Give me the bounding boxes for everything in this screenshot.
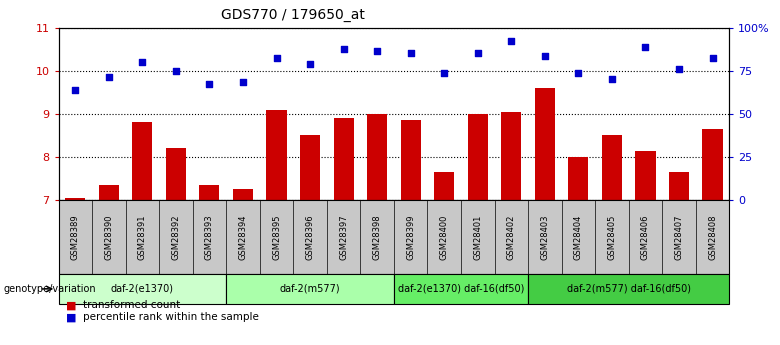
Text: GSM28402: GSM28402 — [507, 215, 516, 260]
Point — [673, 66, 686, 71]
Text: GSM28390: GSM28390 — [105, 215, 113, 260]
Bar — [200, 185, 219, 200]
Text: GSM28407: GSM28407 — [675, 215, 683, 260]
Bar — [669, 172, 689, 200]
Text: GSM28398: GSM28398 — [373, 214, 381, 260]
Point — [237, 79, 250, 84]
Point — [204, 81, 216, 87]
Point — [573, 70, 585, 76]
Point — [304, 61, 317, 67]
Bar — [66, 198, 85, 200]
Text: GSM28401: GSM28401 — [473, 215, 482, 260]
Bar — [267, 110, 286, 200]
Point — [438, 70, 451, 76]
Bar — [166, 148, 186, 200]
Text: GSM28397: GSM28397 — [339, 214, 348, 260]
Text: ■: ■ — [66, 300, 76, 310]
Text: GSM28392: GSM28392 — [172, 215, 180, 260]
Bar — [535, 88, 555, 200]
Text: GSM28395: GSM28395 — [272, 215, 281, 260]
Text: GDS770 / 179650_at: GDS770 / 179650_at — [222, 8, 365, 22]
Point — [640, 44, 652, 50]
Point — [103, 75, 115, 80]
Text: GSM28406: GSM28406 — [641, 215, 650, 260]
Text: GSM28400: GSM28400 — [440, 215, 448, 260]
Bar — [99, 185, 119, 200]
Point — [707, 55, 719, 61]
Text: ■: ■ — [66, 313, 76, 322]
Point — [505, 38, 518, 43]
Bar — [233, 189, 253, 200]
Point — [472, 51, 484, 56]
Text: GSM28396: GSM28396 — [306, 214, 314, 260]
Text: GSM28404: GSM28404 — [574, 215, 583, 260]
Text: GSM28391: GSM28391 — [138, 215, 147, 260]
Bar — [367, 114, 387, 200]
Point — [170, 68, 183, 73]
Bar — [334, 118, 353, 200]
Text: daf-2(m577): daf-2(m577) — [280, 284, 340, 294]
Text: GSM28408: GSM28408 — [708, 215, 717, 260]
Text: percentile rank within the sample: percentile rank within the sample — [83, 313, 259, 322]
Bar — [703, 129, 722, 200]
Text: daf-2(e1370) daf-16(df50): daf-2(e1370) daf-16(df50) — [398, 284, 524, 294]
Text: GSM28405: GSM28405 — [608, 215, 616, 260]
Text: transformed count: transformed count — [83, 300, 181, 310]
Text: GSM28403: GSM28403 — [541, 215, 549, 260]
Point — [271, 55, 283, 61]
Point — [69, 87, 82, 93]
Text: GSM28393: GSM28393 — [205, 214, 214, 260]
Text: GSM28389: GSM28389 — [71, 214, 80, 260]
Bar — [636, 150, 655, 200]
Bar — [434, 172, 454, 200]
Point — [338, 47, 350, 52]
Text: GSM28399: GSM28399 — [406, 215, 415, 260]
Text: GSM28394: GSM28394 — [239, 215, 247, 260]
Bar — [502, 112, 521, 200]
Bar — [468, 114, 488, 200]
Bar — [401, 120, 420, 200]
Bar — [602, 136, 622, 200]
Bar — [569, 157, 588, 200]
Bar — [300, 136, 320, 200]
Point — [538, 53, 551, 58]
Text: daf-2(e1370): daf-2(e1370) — [111, 284, 174, 294]
Point — [606, 77, 619, 82]
Point — [371, 49, 384, 54]
Bar — [133, 122, 152, 200]
Text: daf-2(m577) daf-16(df50): daf-2(m577) daf-16(df50) — [567, 284, 690, 294]
Text: genotype/variation: genotype/variation — [3, 284, 96, 294]
Point — [405, 51, 417, 56]
Point — [136, 59, 149, 65]
